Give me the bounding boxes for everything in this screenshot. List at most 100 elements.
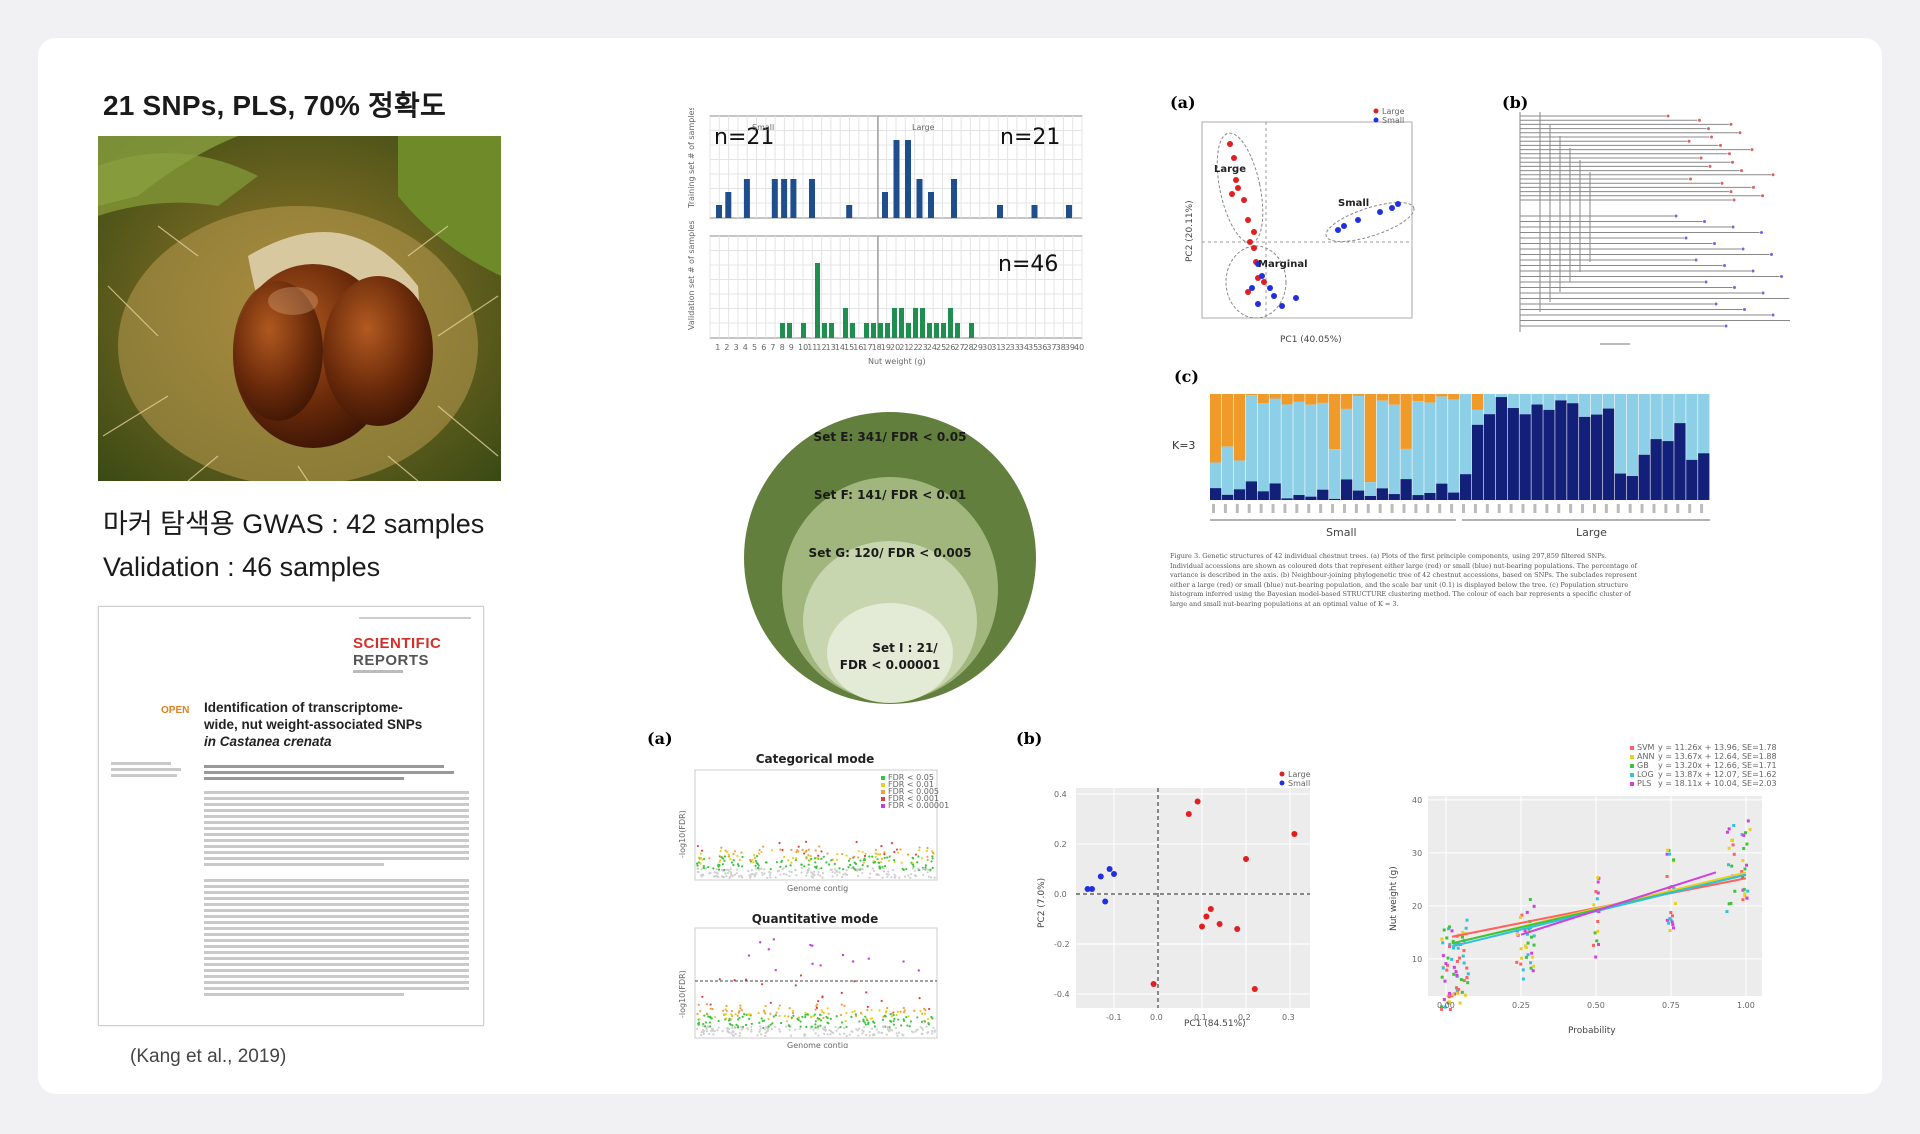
manhattan-point	[716, 1029, 719, 1032]
regression-legend-equation: y = 18.11x + 10.04, SE=2.03	[1658, 779, 1777, 788]
structure-sample-tick	[1628, 504, 1632, 513]
tree-leaf-large	[1710, 135, 1713, 139]
manhattan-point	[704, 1021, 708, 1024]
manhattan-point	[761, 873, 764, 876]
regression-point	[1448, 1007, 1452, 1011]
regression-point	[1460, 935, 1464, 939]
manhattan-point	[707, 1033, 711, 1036]
manhattan-point	[698, 1018, 701, 1021]
validation-bar	[864, 323, 869, 338]
regression-point	[1529, 935, 1533, 939]
regression-point	[1465, 976, 1469, 980]
manhattan-point	[871, 855, 874, 858]
manhattan-point	[769, 871, 772, 874]
regression-point	[1440, 975, 1444, 979]
structure-segment-navy	[1329, 498, 1341, 500]
regression-point	[1451, 946, 1455, 950]
nut-weight-histograms: n=21 n=21 n=46 Small Large Nut weight (g…	[687, 108, 1084, 366]
pca-bottom-panel-label: (b)	[1016, 729, 1042, 748]
xtick-label: 1	[715, 343, 720, 352]
manhattan-point	[816, 1025, 820, 1028]
manhattan-point	[790, 870, 793, 874]
manhattan-point	[790, 848, 793, 851]
manhattan-point	[871, 867, 874, 870]
manhattan-point	[916, 1016, 919, 1019]
structure-segment-lightblue	[1507, 394, 1519, 409]
regression-point	[1461, 930, 1465, 934]
structure-segment-navy	[1305, 496, 1317, 500]
structure-sample-tick	[1271, 504, 1275, 513]
structure-segment-lightblue	[1269, 398, 1281, 484]
manhattan-point	[933, 1029, 936, 1032]
regression-point	[1744, 831, 1748, 835]
structure-segment-lightblue	[1471, 409, 1484, 425]
manhattan-point	[919, 1026, 922, 1029]
manhattan-point	[777, 1007, 780, 1010]
regression-point	[1440, 1005, 1444, 1009]
manhattan-point	[749, 858, 752, 862]
manhattan-point	[877, 873, 880, 877]
structure-segment-navy	[1281, 498, 1293, 500]
manhattan-point	[701, 995, 704, 998]
regression-point	[1526, 941, 1530, 945]
manhattan-point	[819, 1019, 823, 1022]
structure-segment-lightblue	[1555, 394, 1567, 401]
pca-point-large	[1233, 177, 1239, 183]
regression-point	[1465, 966, 1469, 970]
manhattan-point	[905, 867, 908, 871]
manhattan-point	[863, 1026, 866, 1029]
manhattan-point	[771, 1022, 774, 1025]
manhattan-point	[807, 854, 810, 857]
structure-sample-tick	[1342, 504, 1346, 513]
manhattan-point	[870, 1017, 874, 1020]
manhattan-point	[783, 1014, 787, 1018]
manhattan-point	[747, 870, 750, 873]
pca-plot-top: (a) Large Small Marginal Large Small PC1…	[1170, 93, 1415, 345]
manhattan-point	[905, 1016, 908, 1019]
validation-bar	[822, 323, 827, 338]
manhattan-point	[700, 849, 704, 852]
regression-legend-name: SVM	[1637, 743, 1655, 752]
regression-point	[1596, 876, 1600, 880]
regression-point	[1743, 892, 1747, 896]
training-bar-large	[882, 192, 888, 218]
manhattan-point	[844, 1019, 847, 1022]
manhattan-point	[768, 873, 772, 877]
manhattan-point	[807, 867, 811, 870]
manhattan-point	[865, 991, 868, 994]
manhattan-point	[826, 852, 829, 855]
manhattan-point	[803, 1033, 806, 1036]
manhattan-point	[798, 1027, 801, 1031]
structure-segment-orange	[1245, 394, 1258, 396]
tree-leaf-small	[1761, 291, 1765, 295]
regression-point	[1466, 972, 1470, 976]
manhattan-point	[890, 842, 894, 845]
regression-point	[1669, 911, 1673, 915]
manhattan-point	[864, 1023, 867, 1026]
manhattan-point	[755, 872, 758, 875]
manhattan-point	[891, 1011, 894, 1015]
xtick-label: 9	[789, 343, 794, 352]
regression-point	[1672, 858, 1676, 862]
structure-segment-navy	[1626, 476, 1638, 500]
tree-leaf-large	[1732, 198, 1736, 202]
manhattan-point	[739, 874, 743, 878]
manhattan-point	[722, 876, 725, 879]
regression-point	[1596, 880, 1600, 884]
manhattan-point	[902, 1034, 905, 1037]
xtick-label: 33	[1010, 343, 1020, 352]
xtick-label: 27	[954, 343, 964, 352]
manhattan-point	[797, 1016, 800, 1019]
manhattan-point	[845, 873, 849, 877]
manhattan-point	[696, 1012, 699, 1016]
set-i-label-line2: FDR < 0.00001	[840, 658, 940, 672]
manhattan-point	[892, 1020, 895, 1023]
training-bar-small	[781, 179, 788, 218]
manhattan-point	[818, 845, 821, 848]
training-bar-small	[743, 179, 750, 218]
regression-legend-swatch	[1630, 773, 1634, 777]
structure-sample-tick	[1640, 504, 1644, 513]
regression-ylabel: Nut weight (g)	[1389, 866, 1399, 931]
manhattan-point	[886, 856, 889, 859]
structure-segment-orange	[1210, 394, 1222, 463]
